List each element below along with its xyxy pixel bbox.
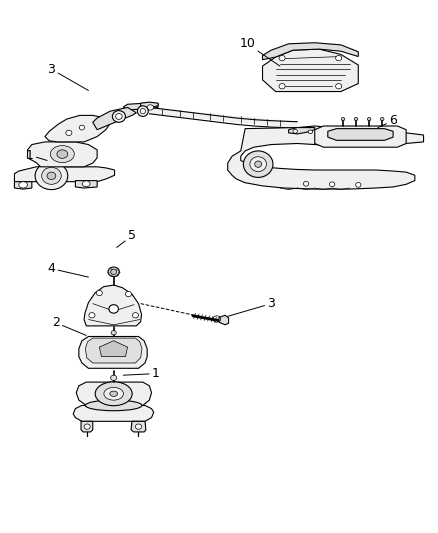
Text: 10: 10 [239,37,280,66]
Text: 3: 3 [228,297,275,317]
Ellipse shape [367,117,371,120]
Ellipse shape [47,172,56,180]
Ellipse shape [85,400,142,411]
Ellipse shape [308,130,313,134]
Ellipse shape [89,313,95,318]
Polygon shape [262,49,358,92]
Ellipse shape [116,114,122,119]
Polygon shape [84,285,141,326]
Ellipse shape [50,146,74,163]
Ellipse shape [110,391,117,397]
Ellipse shape [42,167,61,184]
Ellipse shape [336,55,342,61]
Ellipse shape [111,375,117,381]
Ellipse shape [279,55,285,61]
Ellipse shape [336,84,342,89]
Ellipse shape [381,117,384,120]
Text: 1: 1 [123,367,160,380]
Ellipse shape [96,290,102,296]
Polygon shape [328,128,393,140]
Polygon shape [123,103,158,110]
Ellipse shape [113,111,125,122]
Ellipse shape [111,330,116,335]
Ellipse shape [109,305,118,313]
Ellipse shape [354,117,358,120]
Ellipse shape [111,269,117,274]
Ellipse shape [279,84,285,89]
Polygon shape [315,126,406,147]
Text: 3: 3 [47,63,88,91]
Ellipse shape [356,182,361,187]
Ellipse shape [82,181,90,187]
Polygon shape [81,421,93,432]
Text: 4: 4 [47,262,88,277]
Ellipse shape [19,182,28,188]
Ellipse shape [140,109,145,114]
Ellipse shape [147,105,153,110]
Polygon shape [289,127,315,134]
Polygon shape [79,336,147,368]
Ellipse shape [250,157,266,172]
Text: 1: 1 [26,149,47,161]
Polygon shape [28,142,97,167]
Ellipse shape [135,424,141,429]
Ellipse shape [84,424,90,429]
Polygon shape [262,43,358,60]
Ellipse shape [304,181,309,186]
Ellipse shape [66,130,72,135]
Polygon shape [141,102,158,110]
Polygon shape [75,181,97,188]
Ellipse shape [35,162,68,190]
Ellipse shape [108,267,119,277]
Text: 5: 5 [117,229,136,247]
Ellipse shape [138,106,148,116]
Ellipse shape [254,161,261,167]
Ellipse shape [329,182,335,187]
Text: 6: 6 [378,114,397,127]
Polygon shape [149,108,297,128]
Ellipse shape [125,292,131,297]
Ellipse shape [95,382,132,406]
Polygon shape [73,406,154,421]
Polygon shape [93,108,136,130]
Polygon shape [99,341,127,357]
Ellipse shape [244,151,273,177]
Polygon shape [14,182,32,189]
Ellipse shape [341,117,345,120]
Polygon shape [76,382,152,406]
Text: 2: 2 [52,316,86,335]
Ellipse shape [132,313,138,318]
Ellipse shape [79,125,85,130]
Ellipse shape [104,387,124,400]
Ellipse shape [57,150,68,158]
Polygon shape [131,421,146,432]
Polygon shape [219,316,229,325]
Polygon shape [228,126,424,189]
Polygon shape [14,167,115,182]
Ellipse shape [293,130,297,133]
Polygon shape [45,115,110,142]
Polygon shape [85,338,142,363]
